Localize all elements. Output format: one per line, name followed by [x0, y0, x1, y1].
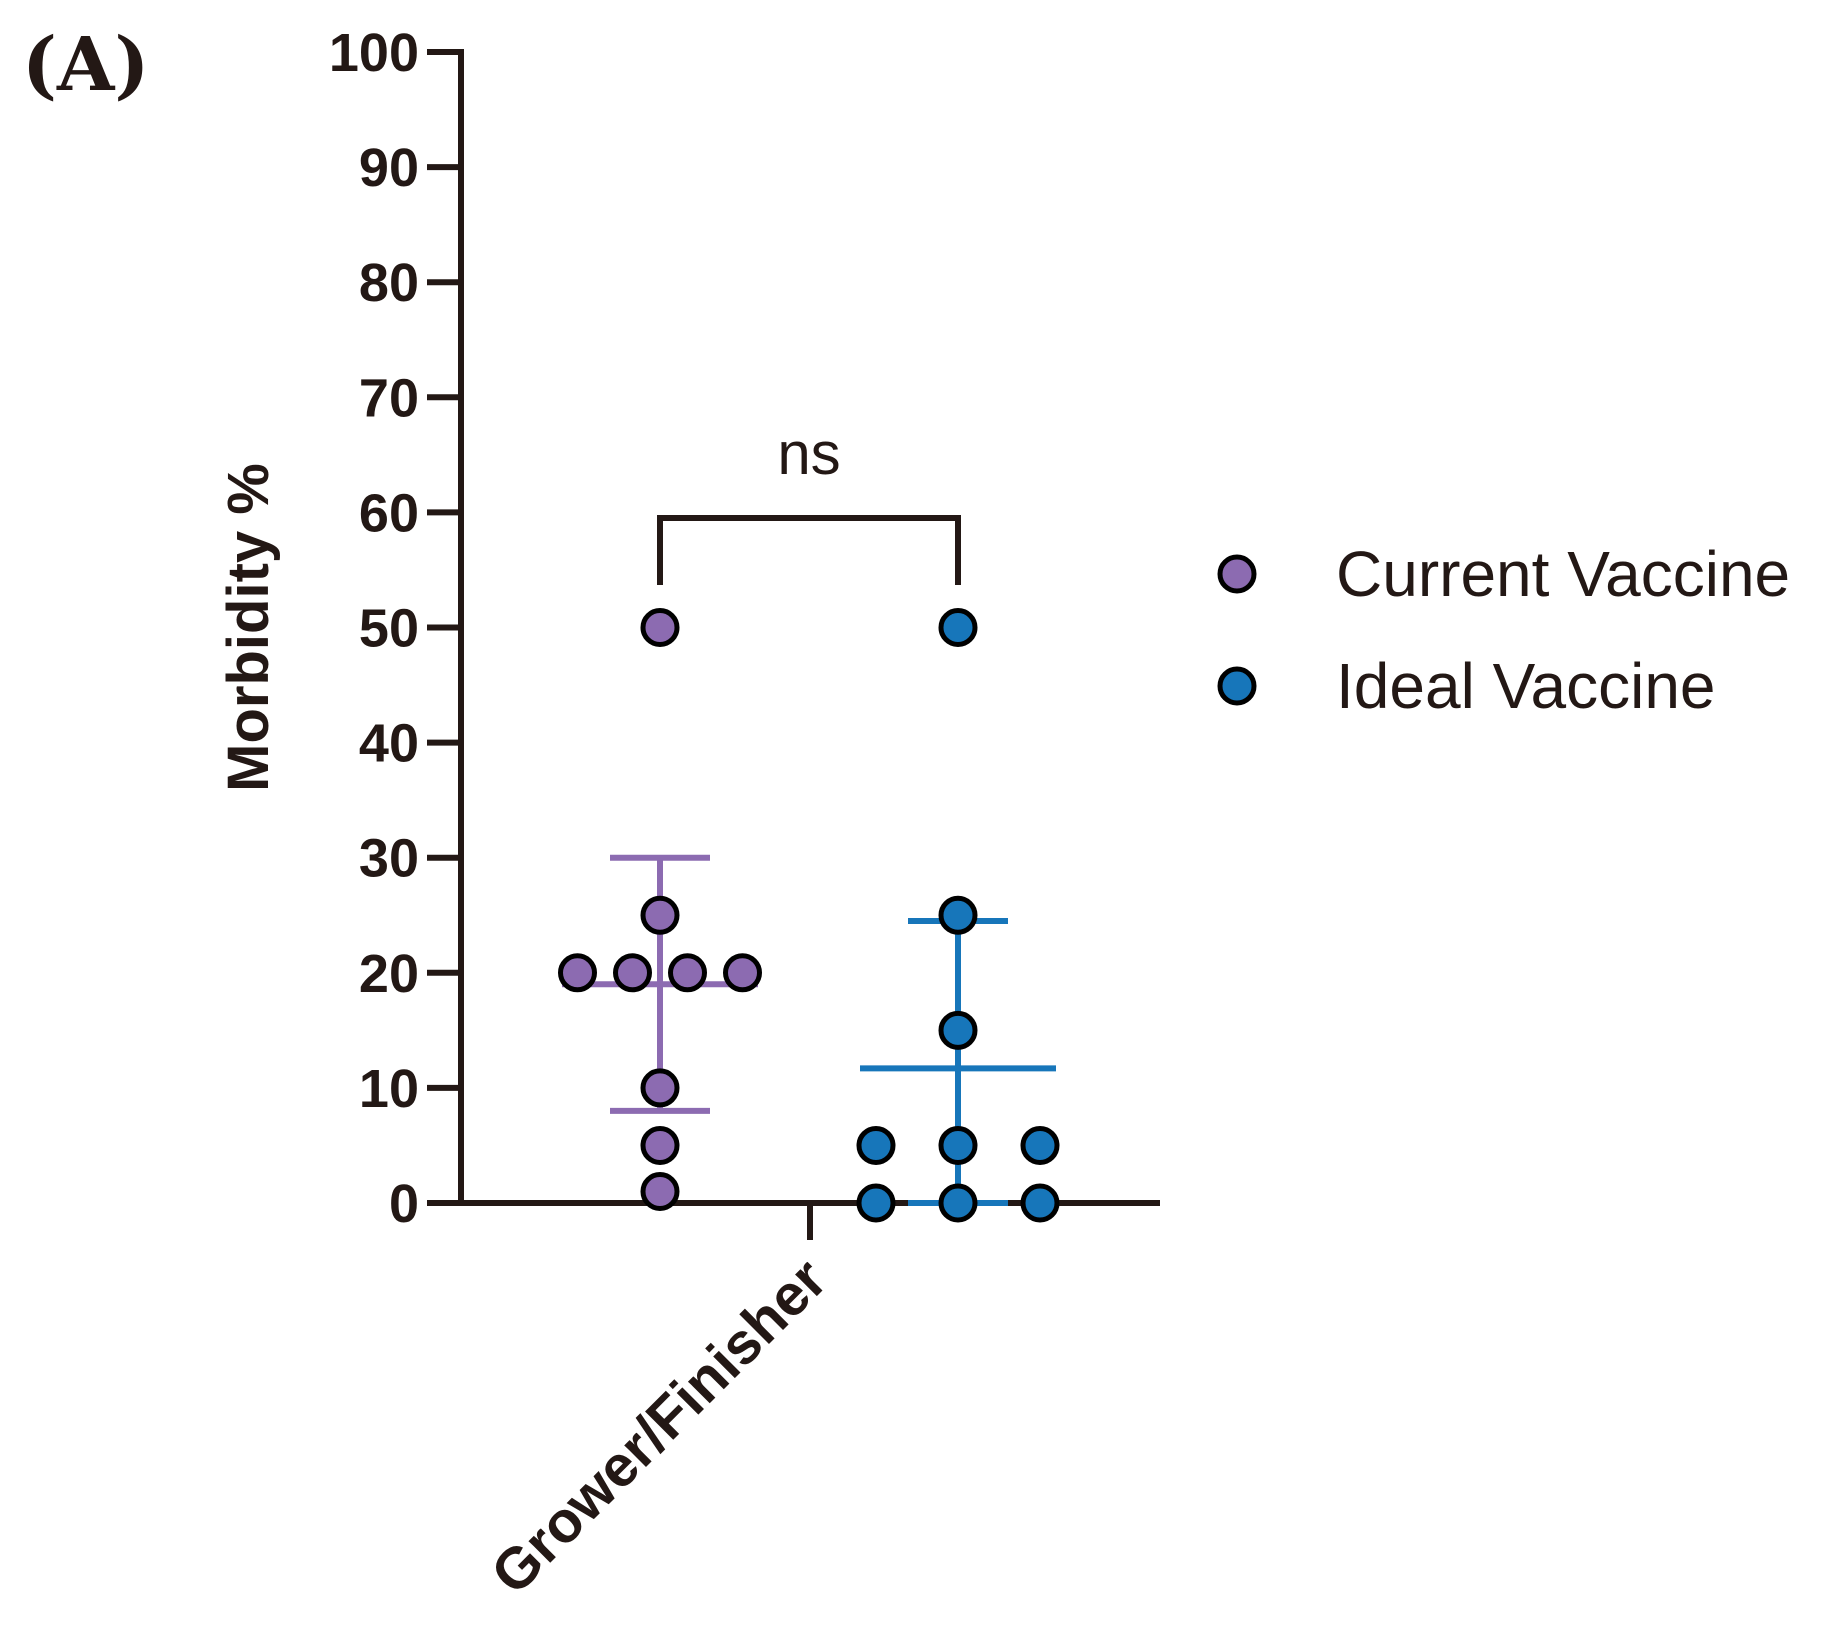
y-tick-label-60: 60: [359, 483, 419, 543]
legend-marker-current-vaccine: [1217, 554, 1257, 594]
y-tick-label-70: 70: [359, 368, 419, 428]
legend: Current Vaccine Ideal Vaccine: [1217, 538, 1790, 722]
data-point-ideal-vaccine-2: [938, 1010, 978, 1050]
y-tick-label-90: 90: [359, 138, 419, 198]
data-point-ideal-vaccine-6: [856, 1183, 896, 1223]
panel-label: (A): [22, 22, 149, 108]
data-point-current-vaccine-6: [640, 1068, 680, 1108]
data-point-current-vaccine-0: [640, 608, 680, 647]
significance-bracket: [657, 515, 961, 585]
legend-label-current-vaccine: Current Vaccine: [1336, 538, 1790, 610]
data-point-ideal-vaccine-1: [938, 895, 978, 935]
data-point-current-vaccine-7: [640, 1125, 680, 1165]
data-point-current-vaccine-1: [640, 895, 680, 935]
y-tick-label-30: 30: [359, 829, 419, 889]
data-point-current-vaccine-8: [640, 1171, 680, 1211]
y-tick-label-40: 40: [359, 714, 419, 774]
legend-label-ideal-vaccine: Ideal Vaccine: [1336, 650, 1716, 722]
y-tick-label-10: 10: [359, 1059, 419, 1119]
y-tick-label-100: 100: [329, 23, 419, 83]
data-points: [558, 608, 1060, 1223]
data-point-ideal-vaccine-7: [938, 1183, 978, 1223]
y-axis-title: Morbidity %: [216, 463, 281, 792]
data-point-ideal-vaccine-3: [856, 1125, 896, 1165]
y-tick-label-0: 0: [389, 1174, 419, 1234]
significance-bracket-line: [657, 515, 961, 585]
x-category-label: Grower/Finisher: [479, 1246, 839, 1606]
y-tick-label-50: 50: [359, 599, 419, 659]
data-point-current-vaccine-5: [723, 953, 762, 993]
data-point-ideal-vaccine-4: [938, 1125, 978, 1165]
y-tick-label-80: 80: [359, 253, 419, 313]
y-tick-label-20: 20: [359, 944, 419, 1004]
data-point-current-vaccine-3: [613, 953, 652, 993]
error-bars: [562, 854, 1056, 1206]
data-point-ideal-vaccine-5: [1020, 1125, 1060, 1165]
data-point-ideal-vaccine-8: [1020, 1183, 1060, 1223]
significance-label: ns: [777, 420, 840, 487]
data-point-ideal-vaccine-0: [938, 608, 978, 647]
legend-marker-ideal-vaccine: [1217, 666, 1257, 706]
y-axis: 0 10 20 30 40 50 60 70 80 90 100: [329, 23, 464, 1234]
data-point-current-vaccine-2: [558, 953, 597, 993]
data-point-current-vaccine-4: [668, 953, 707, 993]
